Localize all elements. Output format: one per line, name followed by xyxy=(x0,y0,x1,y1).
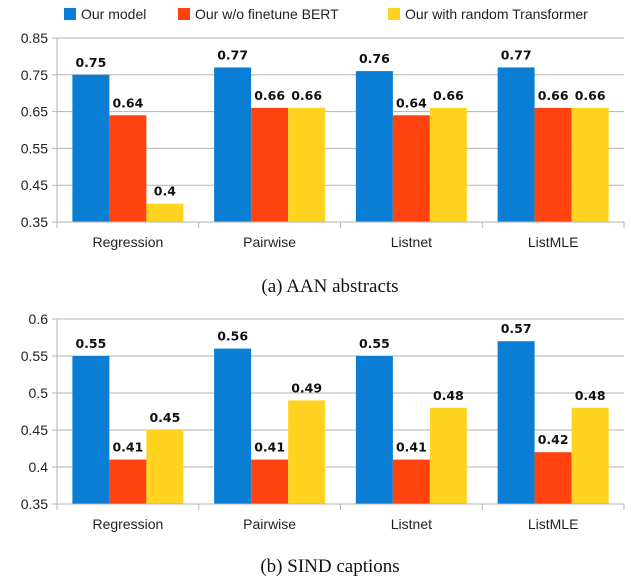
data-label-our-model-listmle: 0.57 xyxy=(501,321,532,336)
caption-aan-abstracts: (a) AAN abstracts xyxy=(261,276,398,297)
x-category-label: Listnet xyxy=(391,516,432,532)
y-tick-label: 0.35 xyxy=(21,214,48,230)
y-tick-label: 0.55 xyxy=(21,140,48,156)
bar-our-w-o-finetune-bert-pairwise xyxy=(251,107,289,222)
y-tick-label: 0.45 xyxy=(21,422,48,438)
y-tick-label: 0.75 xyxy=(21,67,48,83)
bar-our-w-o-finetune-bert-pairwise xyxy=(251,459,289,504)
bar-our-with-random-transformer-listnet xyxy=(429,407,467,504)
data-label-our-model-regression: 0.55 xyxy=(75,336,106,351)
legend: Our model Our w/o finetune BERT Our with r… xyxy=(64,6,588,22)
y-tick-label: 0.65 xyxy=(21,104,48,120)
chart-aan-abstracts: 0.35 0.45 0.55 0.65 0.75 0.85 0.75 0.64 0.4 Regre… xyxy=(21,30,625,250)
bar-our-with-random-transformer-listmle xyxy=(571,407,609,504)
bar-our-with-random-transformer-listnet xyxy=(429,107,467,222)
chart-sind-captions: 0.35 0.4 0.45 0.5 0.55 0.6 0.55 0.41 0.45 Regress… xyxy=(21,311,625,532)
y-tick-label: 0.45 xyxy=(21,177,48,193)
bar-our-with-random-transformer-pairwise xyxy=(288,107,326,222)
x-category-label: Pairwise xyxy=(243,516,296,532)
x-category-label: ListMLE xyxy=(528,516,579,532)
data-label-our-w-o-finetune-bert-listmle: 0.42 xyxy=(538,432,569,447)
x-category-label: Listnet xyxy=(391,234,432,250)
legend-our-model-label: Our model xyxy=(81,6,146,22)
y-tick-label: 0.5 xyxy=(29,385,49,401)
data-label-our-with-random-transformer-listmle: 0.48 xyxy=(575,388,606,403)
legend-our-w-o-finetune-bert-label: Our w/o finetune BERT xyxy=(195,6,339,22)
caption-sind-captions: (b) SIND captions xyxy=(260,556,399,577)
x-category-label: ListMLE xyxy=(528,234,579,250)
bar-our-model-listnet xyxy=(355,356,393,504)
data-label-our-with-random-transformer-pairwise: 0.49 xyxy=(291,380,322,395)
data-label-our-w-o-finetune-bert-listnet: 0.41 xyxy=(396,440,427,455)
data-label-our-with-random-transformer-regression: 0.45 xyxy=(149,410,180,425)
bar-our-with-random-transformer-listmle xyxy=(571,107,609,222)
bar-our-model-pairwise xyxy=(214,348,252,504)
bar-our-w-o-finetune-bert-listnet xyxy=(392,115,430,222)
data-label-our-with-random-transformer-pairwise: 0.66 xyxy=(291,88,322,103)
bar-our-w-o-finetune-bert-regression xyxy=(109,459,147,504)
bar-our-model-listmle xyxy=(497,341,535,504)
data-label-our-with-random-transformer-regression: 0.4 xyxy=(154,184,176,199)
bar-our-model-listmle xyxy=(497,67,535,222)
data-label-our-with-random-transformer-listnet: 0.48 xyxy=(433,388,464,403)
bar-our-model-regression xyxy=(72,356,110,504)
data-label-our-w-o-finetune-bert-regression: 0.64 xyxy=(112,95,143,110)
x-category-label: Pairwise xyxy=(243,234,296,250)
data-label-our-model-pairwise: 0.56 xyxy=(217,329,248,344)
bar-our-w-o-finetune-bert-listmle xyxy=(534,107,572,222)
bar-our-with-random-transformer-regression xyxy=(146,430,184,504)
bar-our-w-o-finetune-bert-listnet xyxy=(392,459,430,504)
y-tick-label: 0.6 xyxy=(29,311,49,327)
data-label-our-with-random-transformer-listnet: 0.66 xyxy=(433,88,464,103)
y-tick-label: 0.35 xyxy=(21,496,48,512)
data-label-our-model-listnet: 0.76 xyxy=(359,51,390,66)
data-label-our-model-listmle: 0.77 xyxy=(501,47,532,62)
legend-our-with-random-transformer-swatch xyxy=(388,8,400,20)
data-label-our-w-o-finetune-bert-pairwise: 0.66 xyxy=(254,88,285,103)
bar-our-w-o-finetune-bert-listmle xyxy=(534,452,572,504)
data-label-our-with-random-transformer-listmle: 0.66 xyxy=(575,88,606,103)
bar-our-w-o-finetune-bert-regression xyxy=(109,115,147,222)
x-category-label: Regression xyxy=(92,234,163,250)
data-label-our-w-o-finetune-bert-pairwise: 0.41 xyxy=(254,440,285,455)
data-label-our-model-pairwise: 0.77 xyxy=(217,47,248,62)
y-tick-label: 0.85 xyxy=(21,30,48,46)
data-label-our-model-listnet: 0.55 xyxy=(359,336,390,351)
bar-our-with-random-transformer-regression xyxy=(146,203,184,222)
data-label-our-w-o-finetune-bert-listmle: 0.66 xyxy=(538,88,569,103)
data-label-our-model-regression: 0.75 xyxy=(75,55,106,70)
legend-our-w-o-finetune-bert-swatch xyxy=(178,8,190,20)
bar-our-model-pairwise xyxy=(214,67,252,222)
bar-our-model-listnet xyxy=(355,71,393,223)
x-category-label: Regression xyxy=(92,516,163,532)
data-label-our-w-o-finetune-bert-regression: 0.41 xyxy=(112,440,143,455)
data-label-our-w-o-finetune-bert-listnet: 0.64 xyxy=(396,95,427,110)
bar-our-model-regression xyxy=(72,74,110,222)
y-tick-label: 0.55 xyxy=(21,348,48,364)
legend-our-with-random-transformer-label: Our with random Transformer xyxy=(405,6,588,22)
legend-our-model-swatch xyxy=(64,8,76,20)
bar-our-with-random-transformer-pairwise xyxy=(288,400,326,504)
y-tick-label: 0.4 xyxy=(29,459,49,475)
